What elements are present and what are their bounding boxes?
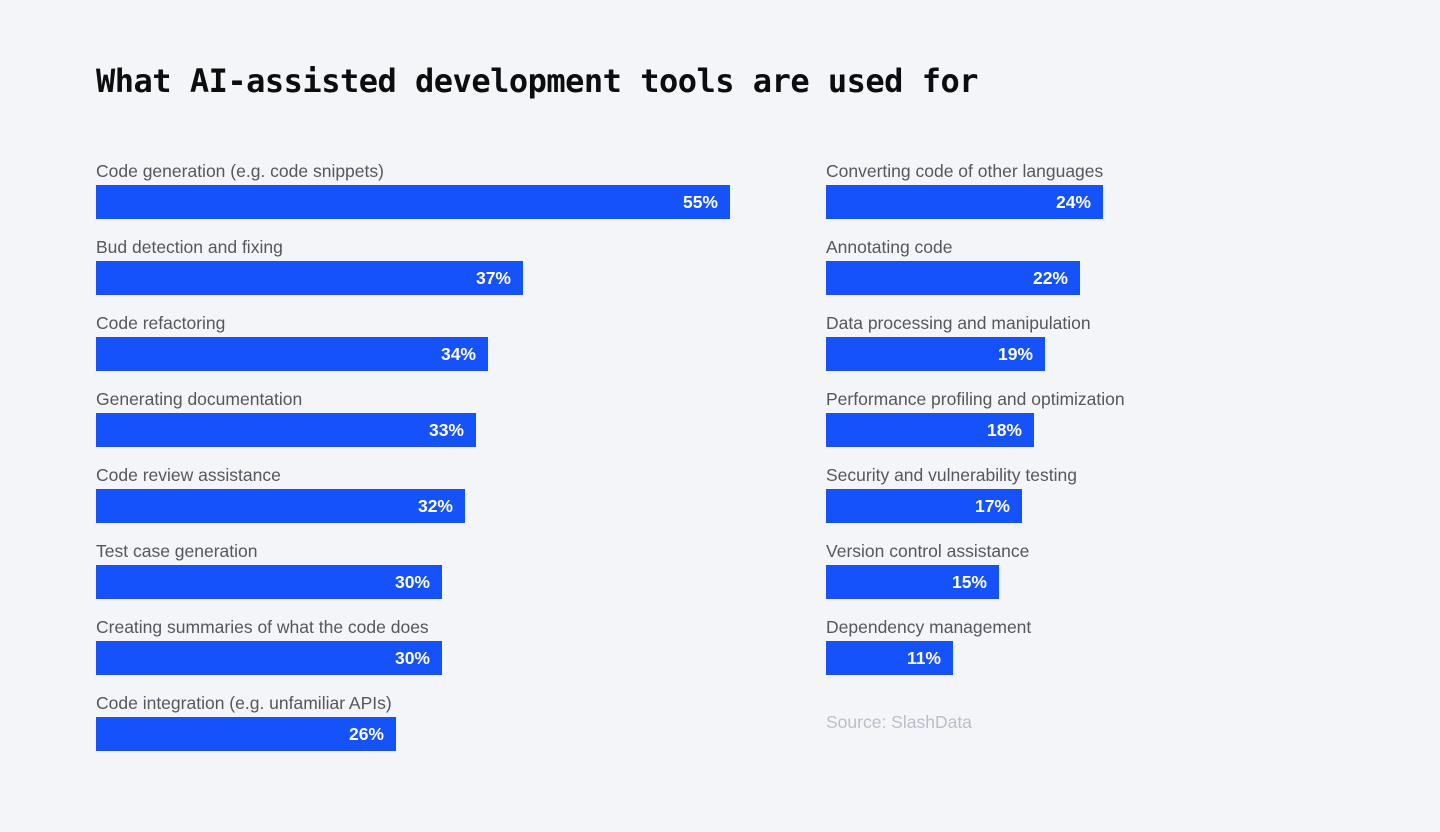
bar-label: Code integration (e.g. unfamiliar APIs) [96, 693, 392, 713]
bar-label: Test case generation [96, 541, 258, 561]
bar-row: Generating documentation 33% [96, 385, 826, 447]
bar: 26% [96, 717, 396, 751]
bar: 32% [96, 489, 465, 523]
bar-value: 22% [1032, 267, 1068, 288]
bar: 18% [826, 413, 1034, 447]
bar-row: Dependency management 11% [826, 613, 1440, 675]
bar-value: 34% [440, 343, 476, 364]
bar-row: Code generation (e.g. code snippets) 55% [96, 157, 826, 219]
bar-chart: Code generation (e.g. code snippets) 55% B… [96, 157, 1440, 765]
bar-value: 24% [1055, 191, 1091, 212]
bar-value: 55% [682, 191, 718, 212]
bar-row: Performance profiling and optimization 18… [826, 385, 1440, 447]
bar-row: Code refactoring 34% [96, 309, 826, 371]
bar-row: Bud detection and fixing 37% [96, 233, 826, 295]
bar: 30% [96, 565, 442, 599]
chart-title: What AI-assisted development tools are u… [96, 62, 978, 100]
bar: 30% [96, 641, 442, 675]
bar-label: Bud detection and fixing [96, 237, 283, 257]
bar-row: Creating summaries of what the code does… [96, 613, 826, 675]
bar-value: 37% [475, 267, 511, 288]
bar-value: 26% [348, 723, 384, 744]
bar-value: 30% [394, 571, 430, 592]
bar-value: 30% [394, 647, 430, 668]
bar-label: Code review assistance [96, 465, 281, 485]
bar: 15% [826, 565, 999, 599]
bar-label: Performance profiling and optimization [826, 389, 1125, 409]
bar-column-left: Code generation (e.g. code snippets) 55% B… [96, 157, 826, 765]
bar-row: Version control assistance 15% [826, 537, 1440, 599]
bar: 19% [826, 337, 1045, 371]
bar-value: 19% [997, 343, 1033, 364]
bar: 11% [826, 641, 953, 675]
bar-label: Dependency management [826, 617, 1032, 637]
bar-label: Converting code of other languages [826, 161, 1104, 181]
bar: 22% [826, 261, 1080, 295]
bar-label: Security and vulnerability testing [826, 465, 1077, 485]
bar-value: 18% [986, 419, 1022, 440]
bar-row: Security and vulnerability testing 17% [826, 461, 1440, 523]
bar-label: Code refactoring [96, 313, 226, 333]
bar-label: Version control assistance [826, 541, 1030, 561]
bar-value: 11% [906, 647, 941, 668]
bar: 17% [826, 489, 1022, 523]
bar-value: 32% [417, 495, 453, 516]
bar-row: Annotating code 22% [826, 233, 1440, 295]
bar-value: 33% [428, 419, 464, 440]
bar: 55% [96, 185, 730, 219]
bar-column-right: Converting code of other languages 24% Ann… [826, 157, 1440, 765]
bar: 24% [826, 185, 1103, 219]
bar-row: Code integration (e.g. unfamiliar APIs) 2… [96, 689, 826, 751]
bar: 37% [96, 261, 523, 295]
bar-row: Test case generation 30% [96, 537, 826, 599]
bar: 33% [96, 413, 476, 447]
bar-row: Code review assistance 32% [96, 461, 826, 523]
bar-label: Data processing and manipulation [826, 313, 1091, 333]
bar-label: Creating summaries of what the code does [96, 617, 429, 637]
bar-label: Generating documentation [96, 389, 303, 409]
bar-label: Code generation (e.g. code snippets) [96, 161, 384, 181]
bar-row: Converting code of other languages 24% [826, 157, 1440, 219]
bar-label: Annotating code [826, 237, 953, 257]
bar-value: 15% [951, 571, 987, 592]
bar: 34% [96, 337, 488, 371]
bar-row: Data processing and manipulation 19% [826, 309, 1440, 371]
source-note: Source: SlashData [826, 712, 972, 732]
bar-value: 17% [974, 495, 1010, 516]
